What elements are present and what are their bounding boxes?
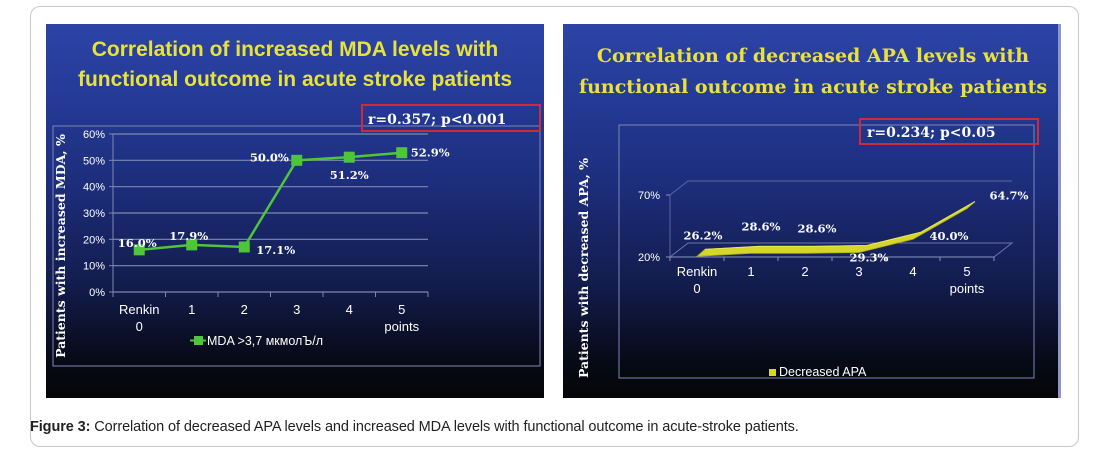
y-tick-label: 20% <box>83 234 105 246</box>
figure-caption-text: Correlation of decreased APA levels and … <box>90 419 799 435</box>
x-tick-label: 4 <box>909 264 916 279</box>
data-label: 16.0% <box>118 236 157 250</box>
apa-chart-panel: Correlation of decreased APA levels with… <box>563 24 1061 398</box>
chart-title-line-1: Correlation of decreased APA levels with <box>597 45 1029 67</box>
x-tick-label: Renkin <box>677 264 717 279</box>
data-point-marker <box>396 147 408 159</box>
figure-caption-label: Figure 3: <box>30 419 91 435</box>
mda-chart-panel: Correlation of increased MDA levels with… <box>46 24 544 398</box>
data-label: 28.6% <box>742 219 781 233</box>
data-label: 52.9% <box>411 146 450 160</box>
data-point-marker <box>133 244 145 256</box>
back-wall-top <box>669 180 1012 196</box>
x-tick-label: 2 <box>801 264 808 279</box>
y-tick-label: 0% <box>89 287 105 299</box>
y-tick-label: 40% <box>83 182 105 194</box>
figure-caption: Figure 3: Correlation of decreased APA l… <box>30 419 799 435</box>
apa-chart: Correlation of decreased APA levels with… <box>576 45 1047 379</box>
stats-text: r=0.357; p<0.001 <box>368 112 506 128</box>
data-label: 51.2% <box>330 168 369 182</box>
x-tick-label: 0 <box>136 319 143 334</box>
y-tick-label: 30% <box>83 208 105 220</box>
data-point-marker <box>291 154 303 166</box>
stats-box <box>859 118 1039 145</box>
x-tick-label: 4 <box>346 302 353 317</box>
chart-area-border <box>52 125 541 367</box>
y-tick-label: 70% <box>638 190 660 202</box>
x-tick-label: 3 <box>855 264 862 279</box>
y-axis-label: Patients with decreased APA, % <box>576 158 591 378</box>
x-tick-label: 1 <box>747 264 754 279</box>
x-tick-label: 0 <box>693 281 700 296</box>
y-tick-label: 10% <box>83 261 105 273</box>
floor-outline <box>669 242 1014 258</box>
data-point-marker <box>238 241 250 253</box>
data-point-marker <box>343 151 355 163</box>
data-point-marker <box>186 239 198 251</box>
x-tick-label: 2 <box>241 302 248 317</box>
chart-title-line-2: functional outcome in acute stroke patie… <box>579 76 1047 98</box>
x-tick-label: points <box>384 319 419 334</box>
x-tick-label: 3 <box>293 302 300 317</box>
x-tick-label: points <box>950 281 985 296</box>
data-label: 17.9% <box>169 229 208 243</box>
y-tick-label: 20% <box>638 252 660 264</box>
y-tick-label: 60% <box>83 129 105 141</box>
data-label: 26.2% <box>684 228 723 242</box>
mda-chart: Correlation of increased MDA levels with… <box>52 38 541 367</box>
chart-title-line-1: Correlation of increased MDA levels with <box>92 38 499 61</box>
chart-title-line-2: functional outcome in acute stroke patie… <box>78 68 512 91</box>
stats-text: r=0.234; p<0.05 <box>867 125 996 141</box>
series-ribbon-top-edge <box>704 201 976 250</box>
chart-area-border <box>618 124 1035 379</box>
data-label: 17.1% <box>256 243 295 257</box>
data-label: 40.0% <box>930 229 969 243</box>
y-axis-label: Patients with increased MDA, % <box>53 134 68 358</box>
series-line <box>139 151 402 252</box>
data-label: 64.7% <box>990 189 1029 203</box>
x-tick-label: Renkin <box>119 302 159 317</box>
stats-box <box>361 104 541 132</box>
x-tick-label: 5 <box>398 302 405 317</box>
y-tick-label: 50% <box>83 155 105 167</box>
legend-marker <box>769 369 776 376</box>
data-label: 28.6% <box>798 221 837 235</box>
x-tick-label: 1 <box>188 302 195 317</box>
data-label: 50.0% <box>250 150 289 164</box>
legend-label: MDA >3,7 мкмолЪ/л <box>207 334 323 348</box>
data-label: 29.3% <box>850 250 889 264</box>
x-tick-label: 5 <box>963 264 970 279</box>
legend-label: Decreased APA <box>779 365 867 379</box>
